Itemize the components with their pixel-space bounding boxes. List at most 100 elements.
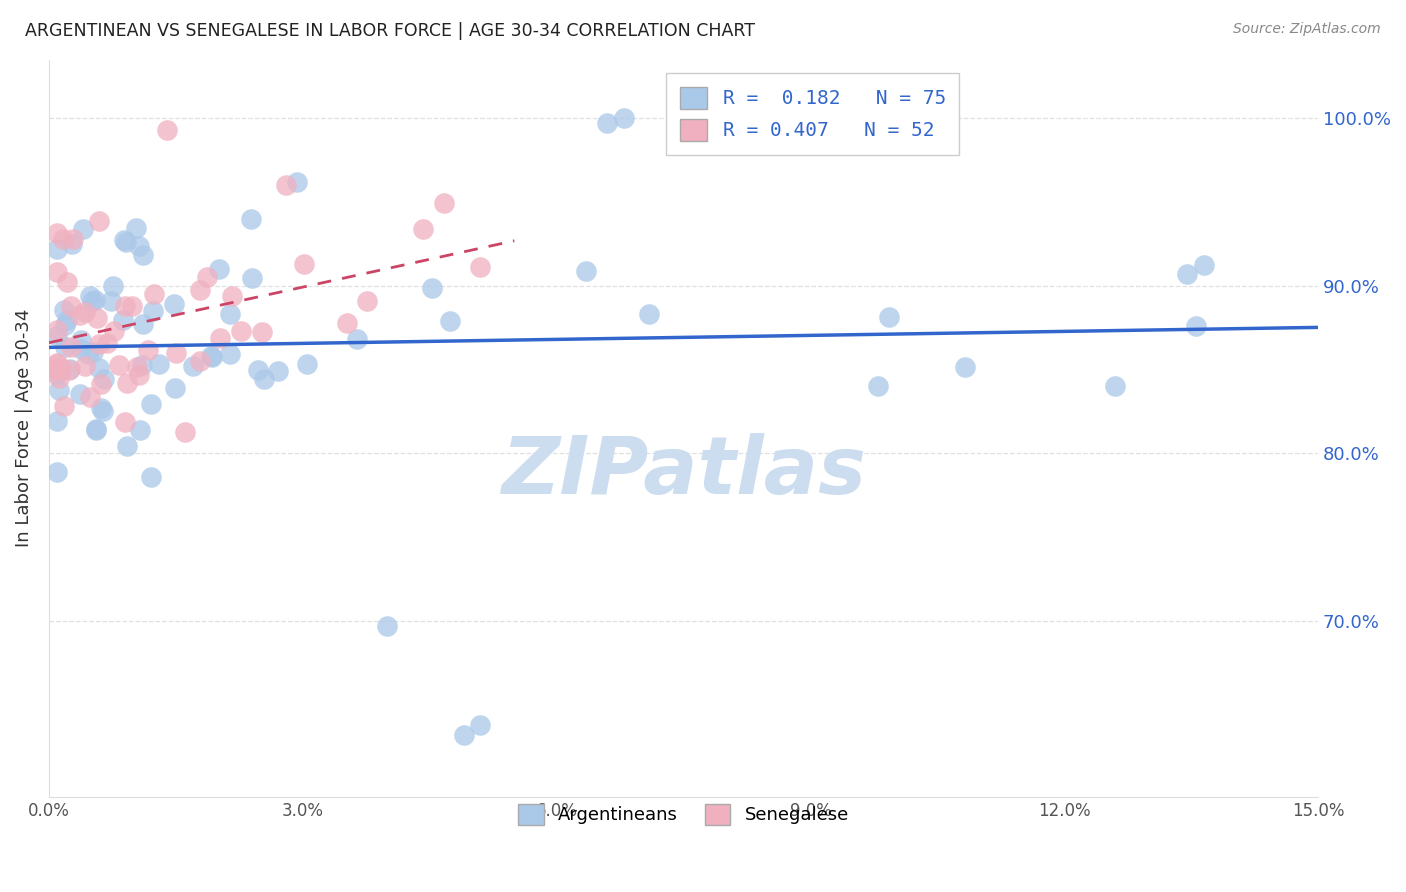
Point (46, 329, 69, 343)
Point (56, 275, 79, 289)
Point (73, 305, 96, 319)
Point (132, 317, 155, 331)
Point (69, 308, 91, 322)
Point (1175, 267, 1198, 281)
Point (69, 387, 91, 401)
Point (128, 368, 150, 382)
Point (613, 112, 636, 126)
Point (46, 414, 69, 428)
Point (412, 222, 434, 236)
Y-axis label: In Labor Force | Age 30-34: In Labor Force | Age 30-34 (15, 309, 32, 548)
Point (46, 265, 69, 279)
Point (46, 227, 69, 241)
Point (58, 363, 80, 377)
Point (266, 364, 288, 378)
Point (83, 293, 105, 308)
Point (77, 347, 100, 361)
Point (335, 316, 357, 330)
Point (60, 237, 83, 252)
Point (51, 362, 73, 376)
Point (470, 717, 492, 731)
Point (84, 423, 107, 437)
Point (86, 310, 108, 325)
Point (89, 336, 111, 351)
Point (188, 283, 211, 297)
Point (141, 469, 163, 483)
Point (285, 175, 308, 189)
Point (209, 330, 232, 344)
Point (297, 357, 319, 371)
Point (117, 438, 139, 452)
Point (247, 362, 270, 376)
Point (173, 425, 195, 439)
Point (433, 196, 456, 211)
Point (221, 289, 243, 303)
Point (292, 257, 315, 271)
Point (73, 359, 96, 373)
Text: Source: ZipAtlas.com: Source: ZipAtlas.com (1233, 22, 1381, 37)
Point (208, 261, 231, 276)
Point (53, 399, 76, 413)
Point (46, 355, 69, 369)
Point (163, 381, 186, 395)
Point (575, 264, 598, 278)
Point (127, 360, 149, 375)
Point (955, 360, 977, 375)
Point (62, 232, 84, 246)
Point (115, 235, 138, 249)
Point (59, 341, 82, 355)
Point (90, 377, 112, 392)
Point (253, 372, 276, 386)
Point (96, 336, 118, 351)
Point (89, 360, 111, 375)
Point (148, 357, 170, 371)
Point (121, 299, 143, 313)
Point (79, 390, 101, 404)
Point (53, 318, 76, 333)
Point (181, 359, 204, 374)
Point (114, 415, 136, 429)
Point (128, 424, 150, 438)
Point (115, 376, 138, 391)
Point (60, 299, 83, 313)
Point (219, 347, 242, 361)
Point (163, 297, 186, 311)
Point (46, 362, 69, 376)
Point (453, 728, 475, 742)
Point (356, 293, 378, 308)
Point (46, 362, 69, 376)
Point (46, 465, 69, 479)
Point (46, 242, 69, 256)
Point (868, 379, 890, 393)
Point (55, 312, 77, 326)
Point (200, 349, 222, 363)
Point (231, 324, 253, 338)
Point (72, 221, 94, 235)
Point (877, 310, 900, 325)
Point (132, 248, 155, 262)
Point (101, 279, 124, 293)
Point (48, 371, 70, 385)
Point (239, 212, 262, 227)
Point (100, 294, 122, 309)
Point (596, 116, 619, 130)
Point (79, 289, 101, 303)
Point (93, 372, 115, 386)
Point (59, 362, 82, 376)
Point (87, 214, 110, 228)
Point (439, 313, 461, 327)
Point (103, 324, 125, 338)
Point (188, 354, 211, 368)
Point (250, 325, 273, 339)
Point (111, 313, 134, 327)
Legend: Argentineans, Senegalese: Argentineans, Senegalese (508, 793, 859, 836)
Point (90, 401, 112, 416)
Point (52, 232, 75, 246)
Point (112, 233, 135, 247)
Point (142, 304, 165, 318)
Point (219, 307, 242, 321)
Point (46, 368, 69, 382)
Point (1192, 258, 1215, 272)
Point (165, 345, 187, 359)
Point (143, 287, 166, 301)
